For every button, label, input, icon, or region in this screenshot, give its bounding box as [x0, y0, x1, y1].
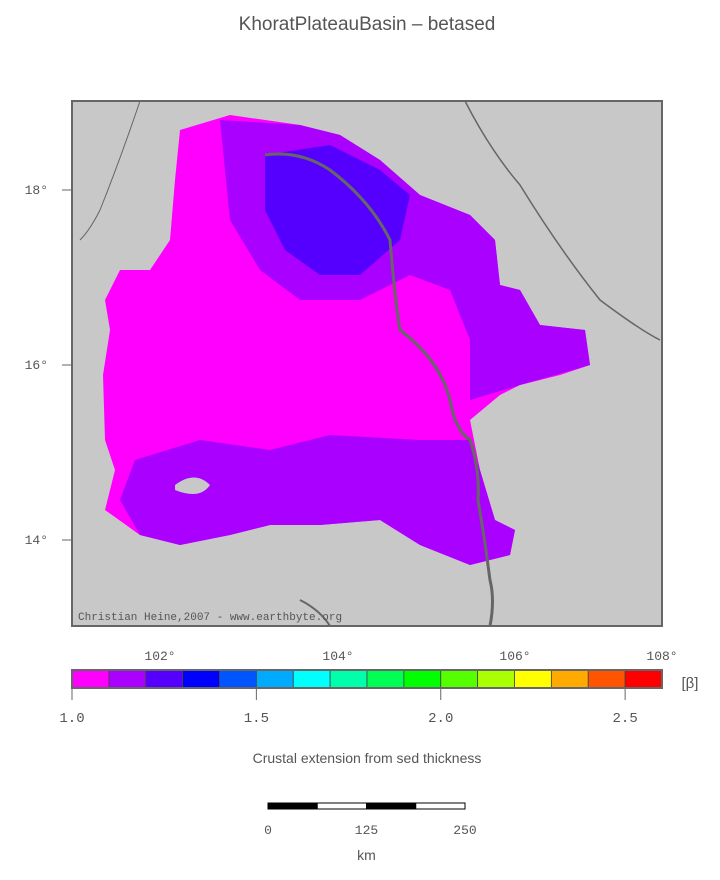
colorbar-label: 2.0 — [428, 711, 453, 727]
colorbar-label: 2.5 — [613, 711, 638, 727]
rivers — [79, 100, 661, 627]
credit: Christian Heine,2007 - www.earthbyte.org — [78, 612, 342, 624]
scalebar-label: 250 — [453, 823, 476, 838]
scalebar-segment — [316, 802, 367, 810]
colorbar-swatch — [255, 669, 294, 689]
colorbar-swatch — [329, 669, 368, 689]
scalebar-segment — [415, 802, 466, 810]
colorbar-swatch — [108, 669, 147, 689]
colorbar-swatch — [514, 669, 552, 689]
colorbar-caption: Crustal extension from sed thickness — [253, 750, 482, 766]
map-frame — [71, 100, 663, 627]
colorbar-swatch — [219, 669, 257, 689]
lon-label: 108° — [646, 649, 677, 664]
colorbar-swatch — [366, 669, 405, 689]
colorbar-swatch — [587, 669, 626, 689]
colorbar-swatch — [440, 669, 479, 689]
title: KhoratPlateauBasin – betased — [239, 14, 496, 35]
scalebar-label: 125 — [355, 823, 378, 838]
colorbar-swatch — [477, 669, 515, 689]
lat-label: 16° — [25, 358, 48, 373]
lat-label: 18° — [25, 183, 48, 198]
colorbar-unit: [β] — [682, 675, 699, 692]
colorbar-swatch — [624, 669, 663, 689]
beta-region-mid-south — [120, 435, 515, 565]
annotations: 18° 16° 14° 102° 104° 106° 108° [β] 1.0 1.5 2.0 2.5… — [25, 183, 699, 863]
colorbar-swatch — [403, 669, 442, 689]
colorbar-swatch — [71, 669, 110, 689]
lon-label: 106° — [499, 649, 530, 664]
scalebar-label: 0 — [264, 823, 272, 838]
lat-label: 14° — [25, 533, 48, 548]
map: Christian Heine,2007 - www.earthbyte.org — [71, 100, 663, 627]
lon-label: 104° — [322, 649, 353, 664]
colorbar-label: 1.5 — [244, 711, 269, 727]
colorbar-swatch — [292, 669, 331, 689]
scalebar-unit: km — [357, 847, 376, 863]
colorbar-label: 1.0 — [59, 711, 84, 727]
hole — [175, 477, 210, 494]
colorbar-swatch — [145, 669, 184, 689]
scalebar-segment — [267, 802, 318, 810]
colorbar-swatch — [182, 669, 220, 689]
scalebar-segment — [366, 802, 417, 810]
colorbar-frame — [71, 669, 663, 689]
beta-region-high — [265, 145, 410, 275]
lon-label: 102° — [144, 649, 175, 664]
colorbar-swatch — [550, 669, 589, 689]
